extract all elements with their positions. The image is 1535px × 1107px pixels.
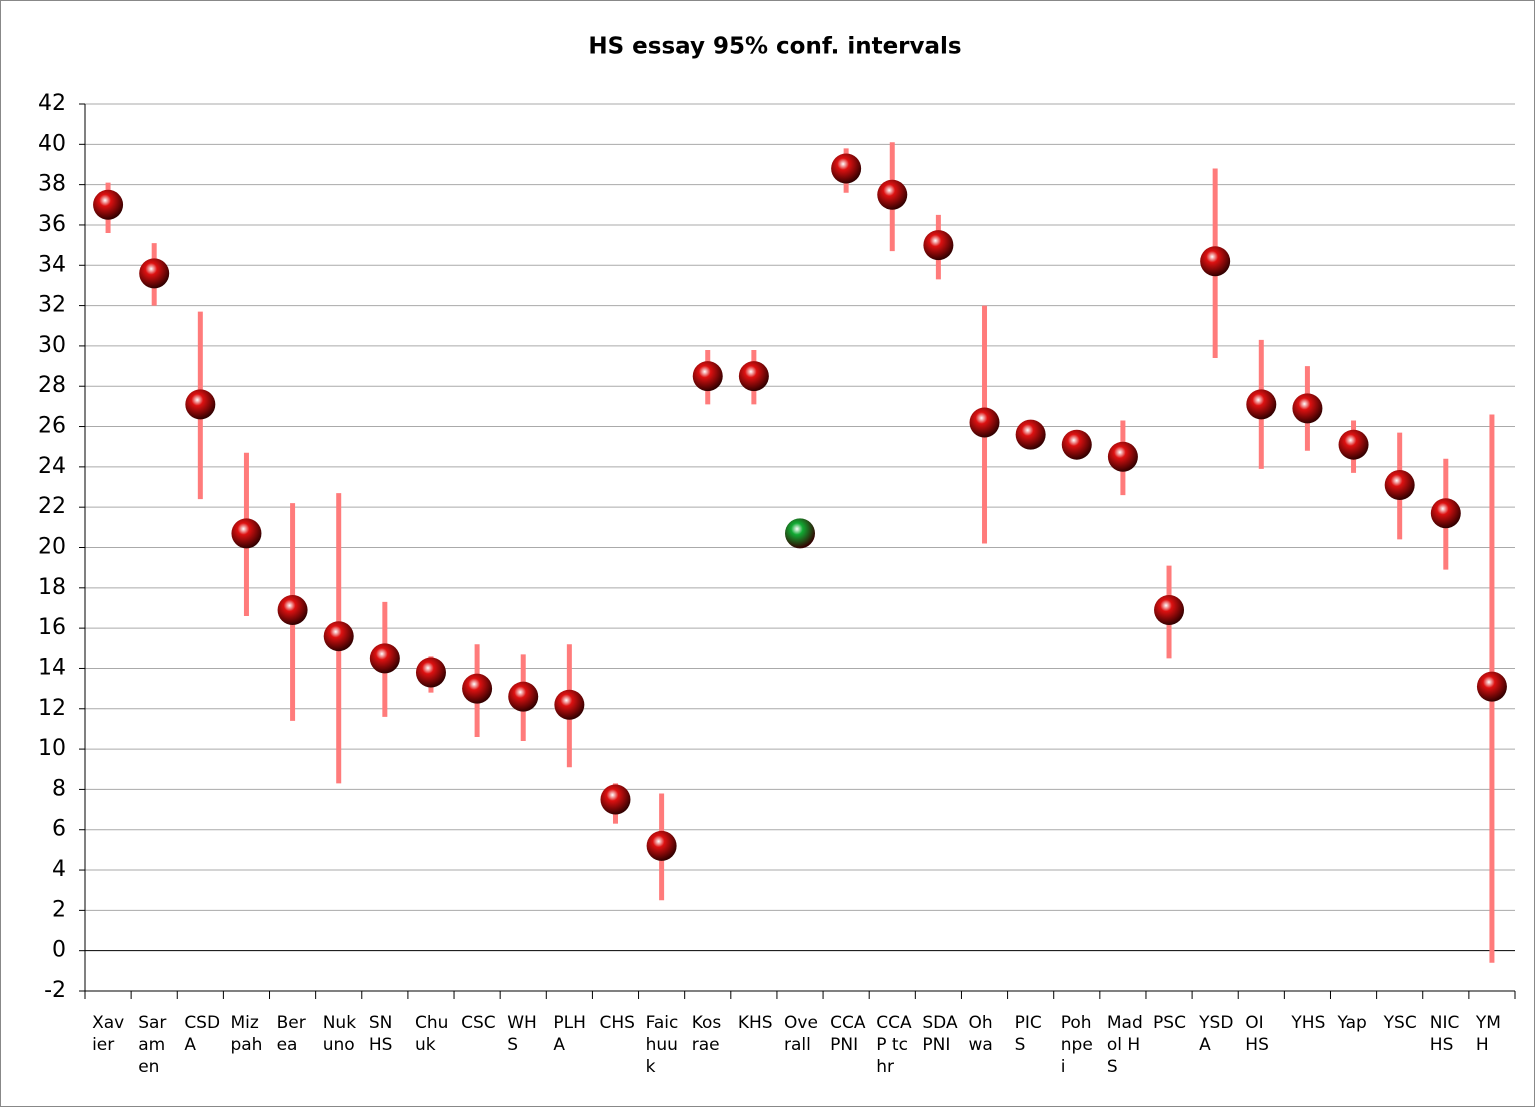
x-tick-label: CSDA <box>184 1013 221 1055</box>
x-tick-label: PLHA <box>553 1013 586 1055</box>
x-tick-label: Xavier <box>92 1013 125 1055</box>
x-tick-label: KHS <box>737 1013 773 1033</box>
x-tick-label: YHS <box>1291 1013 1326 1033</box>
point <box>877 179 908 210</box>
point <box>692 361 723 392</box>
point <box>1246 389 1277 420</box>
point <box>738 361 769 392</box>
x-tick-label: CHS <box>599 1013 635 1033</box>
x-tick-label: Mizpah <box>230 1013 263 1055</box>
point <box>323 621 354 652</box>
point <box>1430 498 1461 529</box>
x-tick-label: CCA PNI <box>830 1013 866 1055</box>
point <box>1200 246 1231 277</box>
y-tick-label: 26 <box>38 414 66 439</box>
point <box>185 389 216 420</box>
point <box>923 230 954 261</box>
y-tick-label: 2 <box>52 897 66 922</box>
point <box>231 518 262 549</box>
y-tick-label: 42 <box>38 91 66 116</box>
x-tick-label: PSC <box>1153 1013 1186 1033</box>
y-tick-label: -2 <box>44 978 66 1003</box>
point <box>1154 594 1185 625</box>
x-tick-label: WHS <box>507 1013 537 1055</box>
x-tick-label: Pohnpei <box>1060 1013 1093 1077</box>
x-tick-label: YSC <box>1383 1013 1417 1033</box>
point <box>139 258 170 289</box>
x-tick-label: CCAP tchr <box>876 1013 912 1077</box>
point <box>277 594 308 625</box>
point <box>1015 419 1046 450</box>
x-tick-label: PICS <box>1014 1013 1042 1055</box>
y-tick-label: 30 <box>38 333 66 358</box>
y-tick-label: 12 <box>38 696 66 721</box>
y-tick-label: 10 <box>38 736 66 761</box>
point <box>462 673 493 704</box>
x-tick-label: Yap <box>1337 1013 1367 1033</box>
x-tick-label: NIC HS <box>1429 1013 1460 1055</box>
x-tick-label: SDA PNI <box>922 1013 958 1055</box>
point <box>646 830 677 861</box>
y-tick-label: 4 <box>52 857 66 882</box>
point <box>1384 470 1415 501</box>
point <box>1338 429 1369 460</box>
y-tick-label: 24 <box>38 454 66 479</box>
x-tick-label: YSDA <box>1199 1013 1234 1055</box>
x-tick-label: Nukuno <box>322 1013 357 1055</box>
x-tick-label: Berea <box>276 1013 306 1055</box>
x-tick-label: Faichuuk <box>645 1013 679 1077</box>
y-tick-label: 20 <box>38 535 66 560</box>
point <box>785 518 815 549</box>
point <box>969 407 1000 438</box>
x-tick-label: Ohwa <box>968 1013 993 1055</box>
point <box>369 643 400 674</box>
y-tick-label: 8 <box>52 776 66 801</box>
y-tick-label: 22 <box>38 494 66 519</box>
point <box>1107 441 1138 472</box>
y-tick-label: 18 <box>38 575 66 600</box>
y-tick-label: 32 <box>38 293 66 318</box>
point <box>1292 393 1323 424</box>
y-tick-label: 14 <box>38 655 66 680</box>
point <box>93 189 124 220</box>
y-tick-label: 40 <box>38 131 66 156</box>
y-tick-label: 34 <box>38 252 66 277</box>
point <box>1476 671 1507 702</box>
x-tick-label: Saramen <box>138 1013 167 1077</box>
chart-title: HS essay 95% conf. intervals <box>588 34 961 60</box>
point <box>554 689 585 720</box>
y-tick-label: 38 <box>38 172 66 197</box>
point <box>508 681 539 712</box>
x-tick-label: Chuuk <box>414 1013 449 1055</box>
y-tick-label: 28 <box>38 373 66 398</box>
point <box>1061 429 1092 460</box>
y-tick-label: 16 <box>38 615 66 640</box>
y-tick-label: 6 <box>52 817 66 842</box>
y-tick-label: 0 <box>52 938 66 963</box>
x-tick-label: Madol HS <box>1106 1013 1143 1077</box>
x-tick-label: CSC <box>461 1013 496 1033</box>
x-tick-label: Kosrae <box>691 1013 722 1055</box>
x-tick-label: OI HS <box>1245 1013 1269 1055</box>
x-tick-label: Overall <box>784 1013 818 1055</box>
y-tick-label: 36 <box>38 212 66 237</box>
point <box>831 153 862 184</box>
point <box>600 784 631 815</box>
x-tick-label: YMH <box>1475 1013 1501 1055</box>
x-tick-label: SNHS <box>368 1013 393 1055</box>
point <box>415 657 446 688</box>
